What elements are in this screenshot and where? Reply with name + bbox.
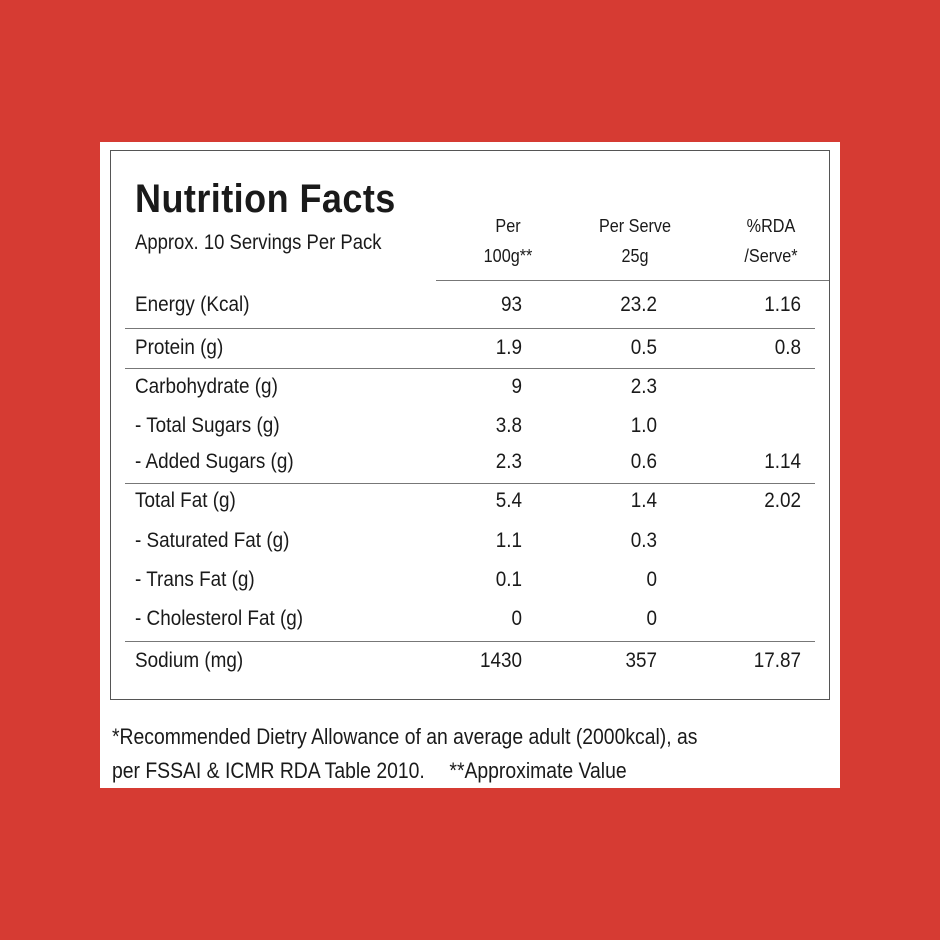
rule — [125, 328, 815, 329]
rule — [125, 483, 815, 484]
row-value: 3.8 — [495, 414, 522, 437]
row-value: 9 — [511, 375, 522, 398]
row-label: Energy (Kcal) — [135, 293, 250, 316]
row-label: Carbohydrate (g) — [135, 375, 278, 398]
row-label: Sodium (mg) — [135, 649, 244, 672]
row-value: 93 — [500, 293, 522, 316]
row-value: 2.3 — [495, 450, 522, 473]
row-value: 1.1 — [495, 529, 522, 552]
rule — [436, 280, 829, 281]
row-value: 1.14 — [764, 450, 801, 473]
row-value: 23.2 — [620, 293, 657, 316]
title: Nutrition Facts — [135, 177, 396, 221]
row-value: 0.5 — [630, 336, 657, 359]
row-label: Total Fat (g) — [135, 489, 236, 512]
footnote: *Recommended Dietry Allowance of an aver… — [112, 724, 698, 749]
column-header: /Serve* — [744, 246, 798, 266]
label-panel: Nutrition Facts Approx. 10 Servings Per … — [100, 142, 840, 788]
row-value: 1.16 — [764, 293, 801, 316]
row-value: 2.02 — [764, 489, 801, 512]
row-value: 1.0 — [630, 414, 657, 437]
row-value: 0.1 — [495, 568, 522, 591]
column-header: 100g** — [483, 246, 533, 266]
row-label: - Total Sugars (g) — [135, 414, 280, 437]
footnote: per FSSAI & ICMR RDA Table 2010. **Approx… — [112, 758, 627, 784]
row-value: 357 — [625, 649, 657, 672]
row-value: 0 — [646, 568, 657, 591]
column-header: Per Serve — [598, 216, 672, 236]
row-value: 0.8 — [774, 336, 801, 359]
row-label: - Added Sugars (g) — [135, 450, 294, 473]
column-header: %RDA — [746, 216, 796, 236]
row-value: 2.3 — [630, 375, 657, 398]
row-value: 17.87 — [753, 649, 801, 672]
row-label: Protein (g) — [135, 336, 224, 359]
subtitle: Approx. 10 Servings Per Pack — [135, 231, 382, 254]
row-value: 1.9 — [495, 336, 522, 359]
row-value: 5.4 — [495, 489, 522, 512]
row-value: 0.6 — [630, 450, 657, 473]
row-value: 0 — [511, 607, 522, 630]
footnote-part: per FSSAI & ICMR RDA Table 2010. — [112, 758, 425, 783]
rule — [125, 641, 815, 642]
column-header: Per — [495, 216, 521, 236]
footnote-part: **Approximate Value — [449, 758, 627, 783]
column-header: 25g — [621, 246, 649, 266]
row-value: 1430 — [479, 649, 522, 672]
row-label: - Saturated Fat (g) — [135, 529, 290, 552]
row-label: - Trans Fat (g) — [135, 568, 255, 591]
row-value: 0 — [646, 607, 657, 630]
row-label: - Cholesterol Fat (g) — [135, 607, 304, 630]
facts-box: Nutrition Facts Approx. 10 Servings Per … — [110, 150, 830, 700]
row-value: 1.4 — [630, 489, 657, 512]
row-value: 0.3 — [630, 529, 657, 552]
rule — [125, 368, 815, 369]
